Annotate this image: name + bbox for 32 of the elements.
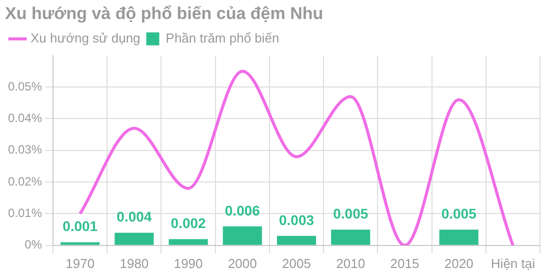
y-tick-label: 0.02% [8, 174, 42, 188]
x-tick-label: 2020 [444, 256, 474, 271]
x-tick-label: 2015 [390, 256, 420, 271]
data-label: 0.001 [62, 218, 98, 234]
bar [222, 226, 262, 245]
bar [331, 230, 370, 245]
bar [168, 239, 208, 245]
x-tick-label: 2010 [336, 256, 366, 271]
x-tick-label: 2000 [228, 256, 257, 271]
x-tick-label: 1990 [174, 256, 203, 271]
bar [60, 242, 100, 245]
y-tick-label: 0.01% [8, 206, 42, 220]
data-label: 0.005 [441, 205, 477, 222]
data-label: 0.002 [170, 214, 206, 231]
x-tick-label: 1980 [120, 256, 149, 271]
data-label: 0.005 [333, 205, 368, 222]
data-label: 0.006 [224, 202, 260, 218]
bar [276, 236, 316, 245]
data-label: 0.003 [278, 212, 314, 228]
legend-label: Xu hướng sử dụng [30, 30, 140, 46]
x-tick-label: Hiện tại [490, 256, 536, 271]
legend-label: Phần trăm phổ biến [166, 30, 280, 46]
bar [439, 230, 478, 245]
y-tick-label: 0% [24, 238, 42, 252]
data-label: 0.004 [116, 208, 152, 225]
x-tick-label: 1970 [66, 256, 95, 271]
y-tick-label: 0.04% [8, 111, 42, 126]
y-tick-label: 0.03% [8, 142, 42, 157]
x-tick-label: 2005 [282, 256, 311, 271]
chart-title: Xu hướng và độ phổ biến của đệm Nhu [5, 4, 324, 23]
y-tick-label: 0.05% [8, 79, 42, 94]
bar [114, 232, 154, 245]
